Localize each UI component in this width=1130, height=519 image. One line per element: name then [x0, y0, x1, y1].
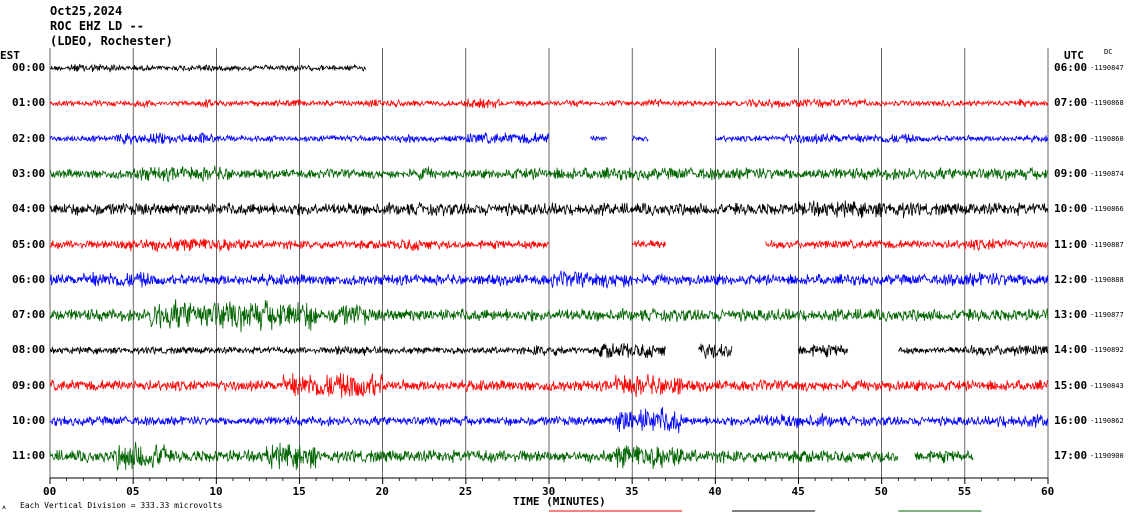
dc-offset-label: -1190900	[1090, 452, 1124, 461]
x-tick-label: 20	[375, 485, 389, 498]
trace-06:00	[49, 270, 1049, 289]
x-axis-ticks	[49, 478, 1049, 484]
x-tick-label: 35	[625, 485, 639, 498]
dc-offset-label: -1190862	[1090, 417, 1124, 425]
est-hour-label: 00:00	[12, 61, 46, 74]
est-hour-label: 02:00	[12, 131, 46, 145]
x-tick-label: 30	[542, 485, 556, 498]
dc-offset-label: -1190847	[1090, 64, 1124, 72]
header-network: (LDEO, Rochester)	[50, 34, 173, 48]
utc-hour-label: 10:00	[1054, 202, 1088, 216]
trace-10:00	[49, 407, 1049, 434]
dc-label: DC	[1104, 48, 1113, 56]
utc-hour-label: 09:00	[1054, 166, 1088, 180]
utc-hour-label: 13:00	[1054, 308, 1088, 322]
x-tick-label: 25	[458, 485, 473, 498]
est-hour-label: 07:00	[12, 308, 46, 322]
x-tick-label: 00	[43, 485, 57, 498]
trace-08:00	[698, 343, 733, 359]
trace-01:00	[49, 97, 1049, 109]
trace-02:00	[590, 135, 608, 142]
utc-hour-label: 12:00	[1054, 272, 1088, 286]
dc-offset-label: -1190892	[1090, 346, 1124, 355]
est-hour-label: 01:00	[12, 96, 46, 110]
seismic-traces	[49, 63, 1049, 471]
trace-08:00	[49, 342, 666, 359]
trace-05:00	[765, 238, 1048, 252]
trace-11:00	[49, 441, 899, 471]
x-axis-label: TIME (MINUTES)	[513, 495, 606, 508]
trace-08:00	[798, 344, 849, 358]
est-hour-label: 03:00	[12, 166, 46, 180]
trace-02:00	[49, 132, 549, 145]
utc-hour-label: 16:00	[1054, 414, 1088, 427]
est-hour-label: 09:00	[12, 378, 46, 392]
utc-hour-label: 15:00	[1054, 378, 1088, 392]
header-station: ROC EHZ LD --	[50, 19, 144, 33]
dc-offset-label: -1190888	[1090, 275, 1124, 284]
trace-02:00	[714, 133, 1049, 145]
est-hour-label: 08:00	[12, 343, 46, 357]
right-axis-label: UTC	[1064, 49, 1084, 62]
x-tick-label: 40	[708, 485, 722, 498]
utc-hour-label: 06:00	[1054, 61, 1088, 74]
trace-05:00	[631, 239, 666, 248]
dc-offset-label: -1190866	[1090, 205, 1124, 214]
trace-00:00	[49, 63, 366, 73]
trace-05:00	[49, 237, 550, 253]
dc-offset-label: -1190843	[1090, 381, 1124, 390]
dc-offset-label: -1190868	[1090, 99, 1124, 108]
utc-hour-label: 14:00	[1054, 343, 1088, 357]
x-tick-label: 60	[1041, 485, 1055, 498]
trace-02:00	[631, 135, 649, 142]
est-hour-label: 04:00	[12, 202, 46, 216]
est-hour-label: 11:00	[12, 449, 46, 463]
est-hour-label: 10:00	[12, 414, 46, 427]
dc-offset-label: -1190887	[1090, 240, 1124, 249]
x-tick-label: 10	[209, 485, 223, 498]
trace-09:00	[49, 372, 1049, 399]
trace-04:00	[49, 200, 1049, 219]
scale-note: Each Vertical Division = 333.33 microvol…	[20, 501, 223, 510]
est-hour-label: 05:00	[12, 237, 46, 251]
utc-hour-label: 07:00	[1054, 96, 1088, 110]
utc-hour-label: 17:00	[1054, 449, 1088, 463]
left-axis-label: EST	[0, 49, 20, 62]
x-tick-label: 15	[292, 485, 306, 498]
x-tick-label: 05	[126, 485, 140, 498]
x-tick-label: 45	[791, 485, 805, 498]
x-tick-label: 55	[957, 485, 972, 498]
x-tick-label: 50	[874, 485, 888, 498]
trace-07:00	[49, 299, 1049, 333]
dc-offset-label: -1190874	[1090, 169, 1124, 178]
header-date: Oct25,2024	[50, 4, 123, 18]
trace-08:00	[898, 344, 1049, 357]
dc-offset-label: -1190860	[1090, 134, 1124, 143]
utc-hour-label: 11:00	[1054, 237, 1088, 251]
minute-gridlines	[49, 48, 1049, 478]
est-hour-label: 06:00	[12, 272, 46, 286]
trace-11:00	[914, 449, 974, 464]
trace-03:00	[49, 165, 1049, 183]
utc-hour-label: 08:00	[1054, 131, 1088, 145]
scale-mark-icon: ⩚	[2, 503, 6, 511]
dc-offset-label: -1190877	[1090, 311, 1124, 320]
